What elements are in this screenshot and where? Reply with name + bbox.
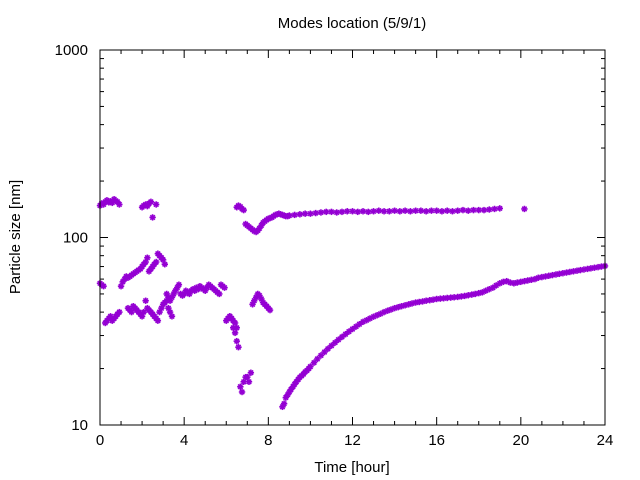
x-tick-label: 0 [96,432,104,449]
data-point [245,378,253,385]
x-tick-label: 20 [512,432,529,449]
data-point [314,355,321,363]
data-point [128,308,135,316]
data-point [496,205,503,212]
x-tick-label: 8 [264,432,272,449]
data-point [280,400,288,407]
data-point [152,201,160,208]
data-point [338,208,346,216]
y-tick-label: 1000 [55,42,88,59]
data-point [237,383,244,390]
data-points [96,196,609,411]
data-point [158,304,165,312]
data-point [349,208,356,215]
data-point [247,369,255,376]
data-point [587,265,595,272]
data-point [140,308,147,316]
y-tick-label: 10 [71,417,88,434]
data-point [149,214,156,221]
data-point [168,313,176,320]
data-point [312,209,319,217]
data-point [156,308,163,316]
data-point [163,297,170,304]
data-point [233,337,240,345]
data-point [266,306,274,314]
data-point [240,206,247,214]
data-point [433,207,440,214]
x-axis-label: Time [hour] [314,459,389,476]
plot-frame [99,49,606,426]
x-tick-label: 12 [344,432,361,449]
data-point [142,297,149,304]
data-point [116,201,123,208]
x-tick-label: 24 [597,432,614,449]
data-point [152,258,160,266]
data-point [221,284,228,291]
data-point [496,280,503,287]
data-point [521,205,528,213]
data-point [175,281,183,288]
data-point [486,206,493,213]
data-point [154,317,162,324]
data-point [231,329,239,337]
data-point [216,290,223,298]
axis-ticks [99,49,606,426]
tick-labels: 0 4 8 12 16 20 24 10 100 1000 [55,42,614,449]
chart-title: Modes location (5/9/1) [278,15,426,32]
data-point [459,206,467,214]
data-point [396,208,404,215]
data-point [228,315,235,322]
y-axis-label: Particle size [nm] [7,180,24,294]
data-point [322,208,330,216]
data-point [235,343,242,351]
data-point [161,261,169,268]
y-tick-label: 100 [63,230,88,247]
data-point [408,300,416,307]
x-tick-label: 4 [180,432,188,449]
data-point [354,208,361,216]
data-point [144,254,151,261]
data-point [147,198,155,206]
data-point [229,324,237,331]
data-point [116,308,123,316]
x-tick-label: 16 [428,432,445,449]
data-point [238,388,246,396]
data-point [401,207,409,214]
data-point [100,282,107,290]
